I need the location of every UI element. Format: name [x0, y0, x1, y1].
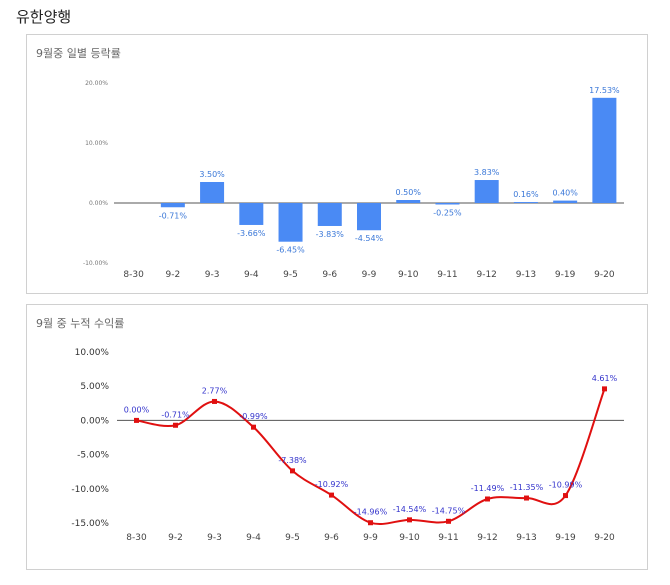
data-label: -0.71% [159, 211, 188, 220]
y-tick-label: -10.00% [71, 485, 109, 495]
bar [513, 202, 538, 204]
x-tick-label: 9-11 [437, 270, 457, 280]
data-point [212, 398, 217, 404]
y-tick-label: 10.00% [85, 140, 108, 147]
y-tick-label: 0.00% [80, 416, 109, 426]
x-tick-label: 9-19 [555, 533, 576, 543]
x-tick-label: 9-12 [477, 533, 497, 543]
bar [200, 182, 225, 203]
data-label: -0.71% [161, 410, 190, 419]
daily-change-chart-panel: 9월중 일별 등락률 20.00% 10.00% 0.00% -10.00% 8-30 9… [26, 34, 648, 294]
x-tick-label: 9-3 [205, 270, 220, 280]
bar [160, 203, 185, 208]
data-point [485, 496, 490, 502]
data-label: 2.77% [202, 386, 228, 395]
x-tick-label: 9-12 [476, 270, 496, 280]
data-label: -7.38% [278, 456, 307, 465]
data-label: 0.40% [552, 189, 578, 198]
data-label: -3.66% [237, 229, 266, 238]
data-label: -0.99% [239, 412, 268, 421]
bar [592, 97, 617, 203]
data-point [251, 424, 256, 430]
x-tick-label: 9-10 [398, 270, 419, 280]
data-point [290, 468, 295, 474]
data-point [173, 422, 178, 428]
bar [317, 203, 342, 226]
bar [357, 203, 381, 231]
data-label: -14.75% [432, 506, 466, 515]
data-label: 17.53% [589, 86, 620, 95]
x-tick-label: 9-9 [363, 533, 378, 543]
y-tick-label: -15.00% [71, 519, 109, 529]
x-tick-label: 9-4 [244, 270, 259, 280]
x-tick-label: 9-3 [207, 533, 222, 543]
cumulative-return-line [136, 388, 606, 526]
x-tick-label: 9-2 [168, 533, 183, 543]
x-tick-label: 9-9 [362, 270, 377, 280]
bar [435, 203, 460, 205]
data-point [563, 493, 568, 499]
data-point [602, 386, 607, 392]
cumulative-return-chart-panel: 9월 중 누적 수익률 10.00% 5.00% 0.00% -5.00% -10.00… [26, 304, 648, 570]
data-label: -14.54% [393, 505, 427, 514]
y-tick-label: 10.00% [75, 348, 110, 358]
x-tick-label: 9-20 [594, 270, 615, 280]
data-label: -6.45% [276, 246, 305, 255]
x-tick-label: 8-30 [126, 533, 147, 543]
data-label: -11.49% [471, 484, 505, 493]
page-title: 유한양행 [16, 8, 72, 26]
bar [278, 203, 303, 242]
y-tick-label: 20.00% [85, 80, 108, 87]
data-point [446, 518, 451, 524]
y-tick-label: -5.00% [77, 451, 109, 461]
data-label: 4.61% [592, 374, 618, 383]
x-tick-label: 9-13 [516, 270, 536, 280]
x-tick-label: 9-5 [283, 270, 298, 280]
data-label: 0.16% [513, 190, 539, 199]
data-label: -11.35% [510, 483, 544, 492]
data-point [134, 417, 139, 423]
x-tick-label: 9-4 [246, 533, 261, 543]
x-tick-label: 9-5 [285, 533, 300, 543]
data-label: -3.83% [316, 230, 345, 239]
x-tick-label: 9-6 [322, 270, 337, 280]
y-tick-label: 0.00% [89, 200, 108, 207]
cumulative-return-line-chart: 10.00% 5.00% 0.00% -5.00% -10.00% -15.00% 0.00… [71, 348, 624, 543]
chart-title: 9월 중 누적 수익률 [36, 317, 125, 330]
y-tick-label: -10.00% [83, 260, 108, 267]
data-label: -4.54% [355, 234, 384, 243]
data-point [407, 517, 412, 523]
data-point [329, 492, 334, 498]
data-label: 0.50% [396, 188, 422, 197]
data-label: 3.50% [199, 170, 225, 179]
x-tick-label: 8-30 [123, 270, 144, 280]
data-point [368, 520, 373, 526]
bar [474, 180, 499, 203]
data-label: -14.96% [354, 508, 388, 517]
chart-title: 9월중 일별 등락률 [36, 47, 121, 60]
x-tick-label: 9-11 [438, 533, 458, 543]
data-label: 0.00% [124, 405, 150, 414]
y-tick-label: 5.00% [80, 382, 109, 392]
data-label: 3.83% [474, 168, 500, 177]
data-label: -10.92% [315, 480, 349, 489]
data-label: -10.99% [549, 481, 583, 490]
x-tick-label: 9-6 [324, 533, 339, 543]
x-tick-label: 9-20 [594, 533, 615, 543]
bar [396, 200, 421, 203]
data-point [524, 495, 529, 501]
bar [553, 200, 578, 203]
x-tick-label: 9-10 [399, 533, 420, 543]
data-label: -0.25% [433, 209, 462, 218]
x-tick-label: 9-13 [516, 533, 536, 543]
daily-change-bar-chart: 20.00% 10.00% 0.00% -10.00% 8-30 9-2 -0.71% 9-3… [83, 80, 624, 280]
bar [239, 203, 264, 225]
x-tick-label: 9-19 [555, 270, 576, 280]
x-tick-label: 9-2 [165, 270, 180, 280]
